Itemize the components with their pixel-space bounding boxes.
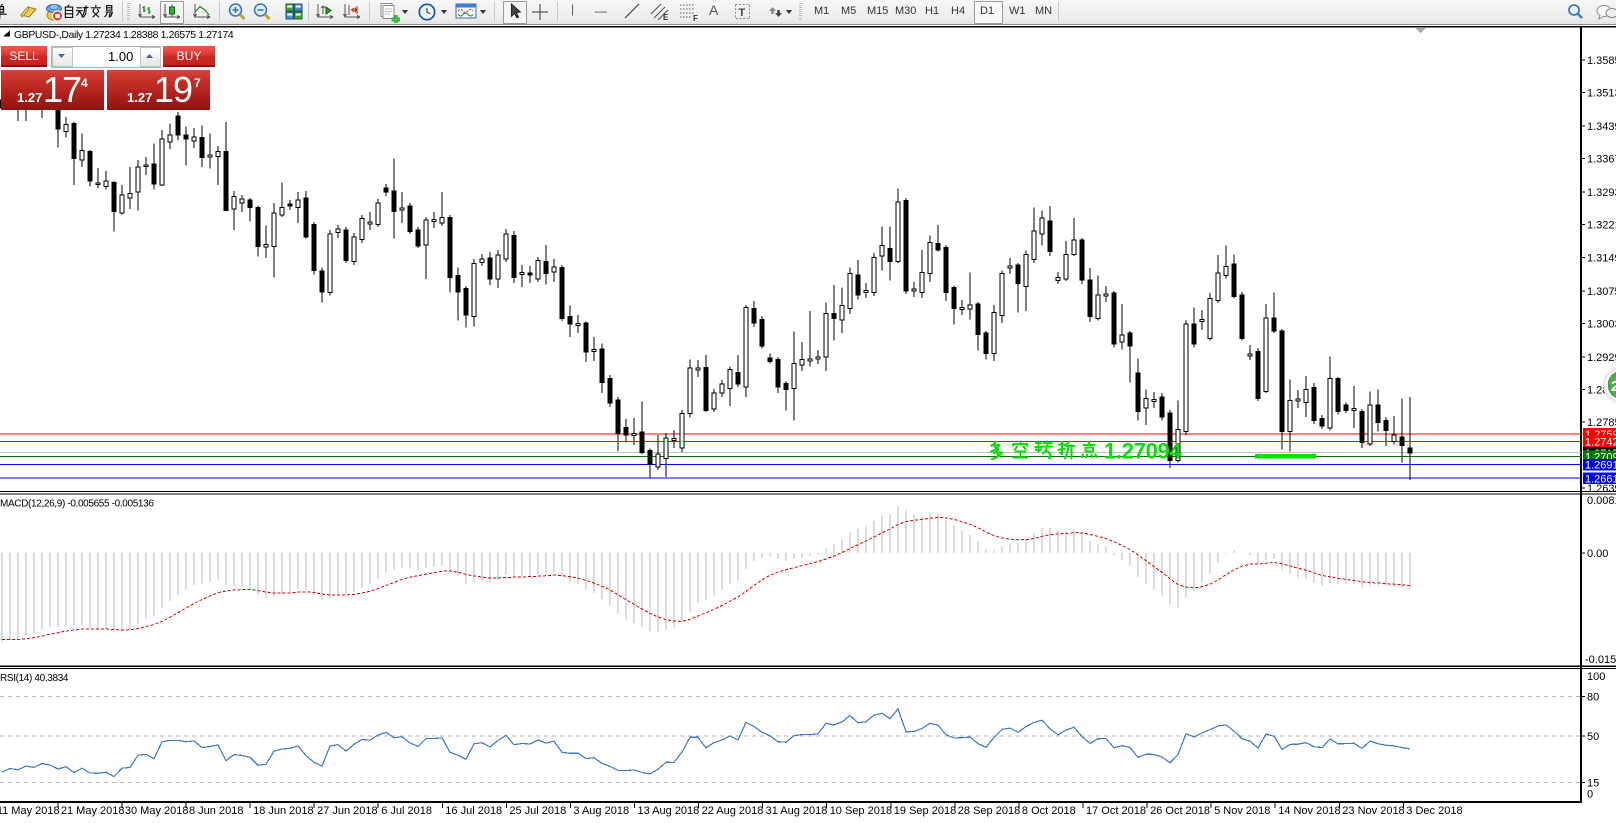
svg-text:28 Sep 2018: 28 Sep 2018 <box>958 805 1020 817</box>
svg-text:17 Oct 2018: 17 Oct 2018 <box>1086 805 1146 817</box>
svg-text:1.30036: 1.30036 <box>1587 318 1616 330</box>
svg-text:1.32936: 1.32936 <box>1587 187 1616 199</box>
svg-text:1.32216: 1.32216 <box>1587 220 1616 232</box>
svg-text:0.00: 0.00 <box>1587 548 1608 560</box>
svg-text:100: 100 <box>1587 671 1605 683</box>
svg-text:1.35856: 1.35856 <box>1587 55 1616 67</box>
svg-text:6 Jul 2018: 6 Jul 2018 <box>381 805 432 817</box>
svg-text:MACD(12,26,9) -0.005655 -0.005: MACD(12,26,9) -0.005655 -0.005136 <box>0 499 154 510</box>
svg-text:T: T <box>739 7 746 19</box>
svg-text:27 Jun 2018: 27 Jun 2018 <box>317 805 378 817</box>
svg-text:8 Jun 2018: 8 Jun 2018 <box>189 805 243 817</box>
svg-text:2: 2 <box>1611 378 1616 395</box>
svg-text:-0.0152: -0.0152 <box>1585 654 1616 666</box>
svg-text:15: 15 <box>1587 777 1599 789</box>
svg-text:5 Nov 2018: 5 Nov 2018 <box>1214 805 1270 817</box>
svg-text:1.33676: 1.33676 <box>1587 154 1616 166</box>
svg-text:21 May 2018: 21 May 2018 <box>61 805 125 817</box>
svg-text:1.26396: 1.26396 <box>1587 483 1616 495</box>
svg-text:0: 0 <box>1587 789 1593 801</box>
svg-text:F: F <box>693 14 698 22</box>
svg-text:13 Aug 2018: 13 Aug 2018 <box>638 805 700 817</box>
svg-text:18 Jun 2018: 18 Jun 2018 <box>253 805 314 817</box>
svg-text:3 Aug 2018: 3 Aug 2018 <box>573 805 629 817</box>
svg-text:25 Jul 2018: 25 Jul 2018 <box>509 805 566 817</box>
svg-text:3 Dec 2018: 3 Dec 2018 <box>1406 805 1462 817</box>
svg-text:1.27856: 1.27856 <box>1587 417 1616 429</box>
svg-text:1.27094: 1.27094 <box>1104 439 1182 464</box>
svg-text:1.29296: 1.29296 <box>1587 352 1616 364</box>
svg-text:1.35136: 1.35136 <box>1587 88 1616 100</box>
svg-text:1.27420: 1.27420 <box>1585 437 1616 449</box>
svg-text:23 Nov 2018: 23 Nov 2018 <box>1342 805 1404 817</box>
svg-text:14 Nov 2018: 14 Nov 2018 <box>1278 805 1340 817</box>
svg-text:16 Jul 2018: 16 Jul 2018 <box>445 805 502 817</box>
svg-text:1.34396: 1.34396 <box>1587 121 1616 133</box>
svg-text:1.30756: 1.30756 <box>1587 286 1616 298</box>
svg-text:GBPUSD-,Daily 1.27234 1.28388: GBPUSD-,Daily 1.27234 1.28388 1.26575 1.… <box>14 30 234 41</box>
svg-text:80: 80 <box>1587 692 1599 704</box>
svg-text:RSI(14) 40.3834: RSI(14) 40.3834 <box>0 673 69 684</box>
svg-text:22 Aug 2018: 22 Aug 2018 <box>702 805 764 817</box>
svg-text:1.31496: 1.31496 <box>1587 252 1616 264</box>
svg-text:31 Aug 2018: 31 Aug 2018 <box>766 805 828 817</box>
svg-text:E: E <box>663 13 669 22</box>
svg-text:10 Sep 2018: 10 Sep 2018 <box>830 805 892 817</box>
svg-text:30 May 2018: 30 May 2018 <box>125 805 189 817</box>
svg-text:50: 50 <box>1587 731 1599 743</box>
svg-text:8 Oct 2018: 8 Oct 2018 <box>1022 805 1076 817</box>
svg-text:0.00816: 0.00816 <box>1587 495 1616 507</box>
svg-text:11 May 2018: 11 May 2018 <box>0 805 60 817</box>
svg-text:19 Sep 2018: 19 Sep 2018 <box>894 805 956 817</box>
svg-text:26 Oct 2018: 26 Oct 2018 <box>1150 805 1210 817</box>
svg-text:1.26910: 1.26910 <box>1585 460 1616 472</box>
